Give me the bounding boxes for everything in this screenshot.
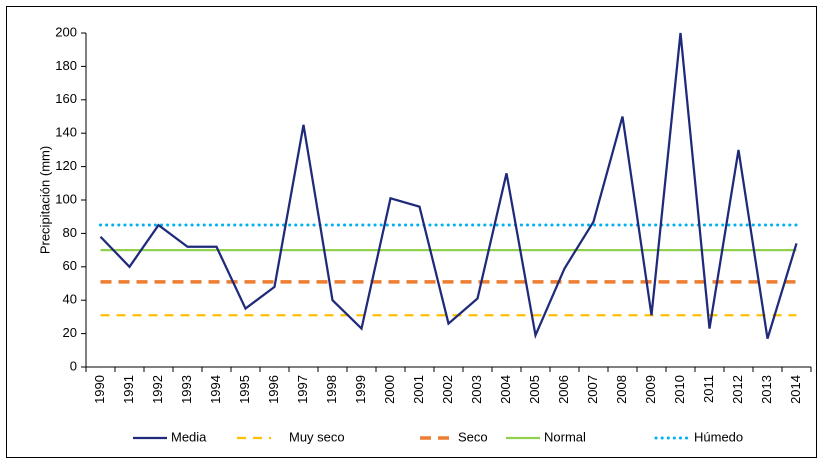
x-tick-label: 1996 (266, 375, 281, 404)
x-tick-label: 2011 (701, 375, 716, 403)
y-tick-label: 120 (55, 158, 77, 173)
x-tick-label: 1995 (237, 375, 252, 404)
x-tick-label: 2013 (759, 375, 774, 404)
y-tick-label: 140 (55, 125, 77, 140)
y-tick-label: 100 (55, 191, 77, 206)
y-tick-label: 80 (63, 225, 77, 240)
y-axis-label: Precipitación (mm) (37, 146, 52, 254)
y-tick-label: 40 (63, 292, 77, 307)
y-tick-label: 160 (55, 91, 77, 106)
x-tick-label: 1994 (208, 375, 223, 404)
x-tick-label: 2001 (411, 375, 426, 404)
x-tick-label: 1992 (150, 375, 165, 404)
x-tick-label: 2008 (614, 375, 629, 404)
y-tick-label: 60 (63, 258, 77, 273)
x-tick-label: 1999 (353, 375, 368, 404)
legend-label: Muy seco (289, 429, 345, 444)
y-tick-label: 180 (55, 58, 77, 73)
x-tick-label: 2006 (556, 375, 571, 404)
x-tick-label: 1993 (179, 375, 194, 404)
x-tick-label: 2014 (788, 375, 803, 404)
y-tick-label: 20 (63, 325, 77, 340)
x-tick-label: 2000 (382, 375, 397, 404)
x-tick-label: 2005 (527, 375, 542, 404)
x-tick-label: 2004 (498, 375, 513, 404)
x-tick-label: 2009 (643, 375, 658, 404)
y-tick-label: 0 (70, 358, 77, 373)
chart-border (6, 6, 817, 458)
legend-label: Normal (544, 429, 586, 444)
x-tick-label: 2010 (672, 375, 687, 404)
legend-label: Media (171, 429, 207, 444)
legend-label: Húmedo (694, 429, 743, 444)
x-tick-label: 2007 (585, 375, 600, 404)
x-tick-label: 2012 (730, 375, 745, 404)
y-tick-label: 200 (55, 24, 77, 39)
legend-label: Seco (458, 429, 488, 444)
series-line (99, 32, 798, 340)
x-tick-label: 1990 (92, 375, 107, 404)
x-tick-label: 1998 (324, 375, 339, 404)
x-tick-label: 2003 (469, 375, 484, 404)
x-tick-label: 1991 (121, 375, 136, 404)
x-tick-label: 2002 (440, 375, 455, 404)
x-tick-label: 1997 (295, 375, 310, 404)
